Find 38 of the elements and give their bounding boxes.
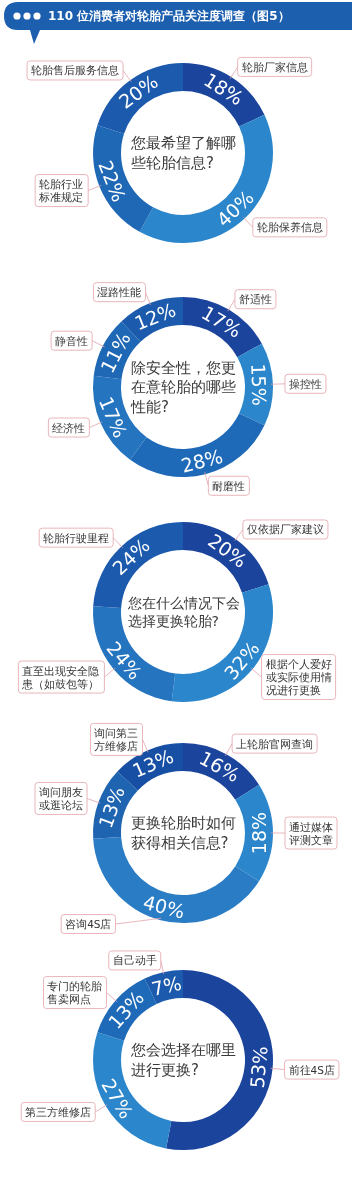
text: 您会选择在哪里进行更换?: [130, 1041, 236, 1079]
slice-label: 轮胎厂家信息: [241, 60, 308, 73]
slice-label: 静音性: [55, 334, 89, 347]
slice-label: 咨询4S店: [65, 918, 112, 931]
data-label: 40%: [140, 890, 188, 923]
slice-label: 直至出现安全隐患（如鼓包等）: [21, 664, 100, 690]
slice-label: 经济性: [52, 421, 86, 434]
slice-label: 仅依据厂家建议: [246, 523, 324, 536]
data-label: 22%: [94, 157, 131, 205]
data-label: 13%: [93, 783, 129, 831]
slice-label: 舒适性: [238, 293, 272, 306]
slice-label: 耐磨性: [212, 479, 246, 492]
slice-label: 轮胎保养信息: [256, 221, 323, 234]
chart-title: 110 位消费者对轮胎产品关注度调查（图5）: [48, 9, 290, 23]
slice-label: 询问朋友或逛论坛: [39, 785, 84, 811]
slice-label: 上轮胎官网查询: [236, 737, 314, 750]
data-label: 12%: [131, 298, 179, 335]
slice-label: 轮胎行驶里程: [43, 531, 110, 544]
slice-label: 询问第三方维修店: [94, 726, 139, 752]
data-label: 53%: [245, 1045, 272, 1090]
slice-label: 轮胎售后服务信息: [31, 64, 120, 77]
slice-label: 湿路性能: [97, 286, 142, 299]
slice-label: 轮胎行业标准规定: [38, 178, 84, 204]
data-label: 28%: [178, 444, 226, 477]
text: 除安全性，您更在意轮胎的哪些性能?: [130, 358, 236, 416]
slice-label: 前往4S店: [288, 1063, 335, 1076]
slice-label: 第三方维修店: [25, 1105, 92, 1118]
slice-label: 通过媒体评测文章: [289, 820, 333, 846]
data-label: 15%: [247, 363, 271, 407]
text: 您在什么情况下会选择更换轮胎?: [126, 594, 240, 630]
text: 您最希望了解哪些轮胎信息?: [130, 134, 236, 172]
data-label: 18%: [248, 811, 270, 855]
slice-label: 专门的轮胎售卖网点: [47, 980, 103, 1006]
text: 更换轮胎时如何获得相关信息?: [130, 814, 236, 852]
data-label: 17%: [94, 393, 132, 441]
slice-label: 自己动手: [112, 954, 157, 967]
slice-label: 操控性: [288, 377, 322, 390]
slice-label: 根据个人爱好或实际使用情况进行更换: [265, 658, 332, 697]
